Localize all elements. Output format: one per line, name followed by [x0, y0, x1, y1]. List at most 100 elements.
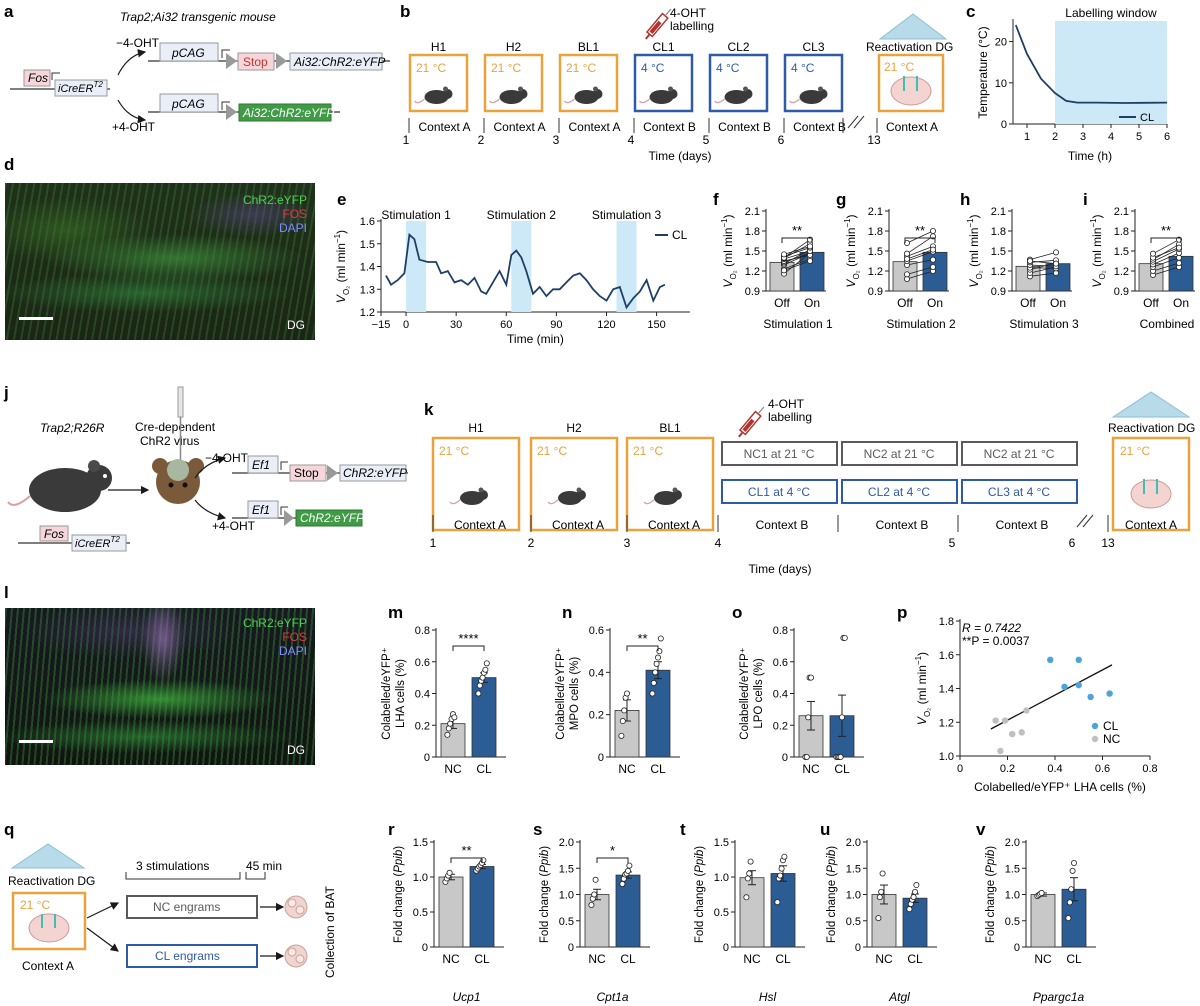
panel-letter-a: a	[4, 2, 14, 21]
chart-v-bar-0	[1030, 894, 1056, 948]
panel-b-box-3-context: Context B	[643, 120, 696, 134]
panel-k-warm-1-context: Context A	[552, 518, 604, 532]
chart-r-bar-0	[438, 876, 464, 948]
chart-g-pair-line-6	[906, 236, 934, 254]
chart-p-point-cl-5	[1106, 690, 1113, 697]
chart-g-sig-label: **	[915, 223, 925, 238]
chart-g-pair-on-1	[930, 263, 937, 270]
chart-m-sig-label: ****	[458, 631, 478, 646]
panel-b-break-2	[853, 115, 865, 129]
chart-e-stim-label-0: Stimulation 1	[381, 208, 451, 222]
chart-s-point-0-3	[592, 876, 599, 883]
chart-o-ytick-label-1: 0.2	[773, 720, 788, 732]
chart-i-pair-off-7	[1150, 250, 1157, 257]
panel-k-break-1	[1076, 514, 1088, 528]
chart-t-category-0: NC	[743, 952, 761, 966]
chart-u-ytick-label-0: 0	[855, 942, 861, 954]
micrograph-l-channel-eyfp: ChR2:eYFP	[242, 616, 307, 630]
panel-k-nc-box-1	[841, 441, 958, 466]
panel-letter-p: p	[897, 603, 907, 622]
chart-u-point-1-3	[910, 894, 917, 901]
chart-v-ytick-label-3: 1.5	[1005, 863, 1020, 875]
chart-f-ytick-label-3: 1.8	[745, 226, 760, 238]
chart-g-ytick-label-1: 1.2	[868, 266, 883, 278]
chart-g-pair-on-2	[930, 256, 937, 263]
chart-s-gene-label: Cpt1a	[596, 990, 628, 1004]
panel-b-box-1-mouse-icon-tail	[489, 98, 500, 104]
chart-e-xtick-label-3: 60	[500, 319, 512, 331]
micrograph-d-region: DG	[287, 318, 305, 332]
panel-b-box-2-temp: 21 °C	[566, 61, 596, 75]
chart-p-ytick-label-1: 1.2	[939, 717, 954, 729]
chart-g-ylabel-close: )	[844, 214, 858, 218]
chart-c-ylabel: Temperature (°C)	[976, 26, 990, 118]
panel-j-syringe-icon	[177, 386, 184, 460]
chart-m-ylabel-2: LHA cells (%)	[395, 659, 407, 728]
panel-q-nc-label: NC engrams	[153, 900, 220, 914]
chart-f-pair-off-10	[781, 267, 788, 274]
panel-k-warm-0-mouse-icon-ear	[478, 487, 484, 493]
chart-e-stim-shade-2	[616, 221, 637, 312]
chart-p-fit-line	[990, 664, 1113, 730]
panel-b-box-4-temp: 4 °C	[716, 61, 740, 75]
panel-b-box-2-mouse-icon-body	[574, 90, 599, 104]
chart-i-xlabel: Combined	[1140, 317, 1195, 331]
chart-u-ylabel-post: )	[826, 846, 838, 850]
chart-s: 0 0.5 1.0 1.5 2.0 NC CL * Cpt1a Fold change (Ppib…	[539, 837, 650, 1004]
chart-v-ylabel: Fold change (Ppib)	[985, 846, 997, 943]
chart-p-point-nc-5	[1023, 707, 1030, 714]
chart-v-point-1-2	[1068, 886, 1075, 893]
chart-i: 0.9 1.2 1.5 1.8 2.1 Off On ** Combined VO₂ (ml mi…	[1089, 206, 1195, 331]
chart-u: 0 0.5 1.0 1.5 2.0 NC CL Atgl Fold change (Ppib)	[826, 837, 937, 1004]
chart-g-pair-off-5	[904, 255, 911, 262]
panel-b-box-3-name: CL1	[652, 40, 674, 54]
panel-k-pair-0-context: Context B	[756, 518, 809, 532]
chart-n-point-1-0	[649, 690, 656, 697]
panel-q-reactivation-label: Reactivation DG	[8, 874, 95, 888]
chart-p-point-cl-0	[1047, 656, 1054, 664]
chart-n-ylabel-1: Colabelled/eYFP⁺	[555, 647, 567, 739]
chart-i-pair-line-1	[1152, 262, 1180, 272]
chart-h-pair-line-3	[1029, 267, 1057, 269]
panel-k-syringe-icon-needle	[757, 406, 765, 415]
chart-s-point-0-0	[588, 902, 595, 909]
panel-b-box-0-mouse-icon-head	[442, 89, 453, 99]
chart-h-pair-line-7	[1029, 260, 1057, 265]
chart-s-ylabel-post: )	[539, 846, 551, 850]
panel-j-arrow-down	[194, 499, 227, 521]
panel-k-nc-box-1-label: NC2 at 21 °C	[864, 447, 935, 461]
panel-a-construct-1-label: Ai32:ChR2:eYFP	[293, 55, 385, 69]
chart-i-ylabel-sub: O₂	[1098, 270, 1107, 279]
chart-u-point-1-4	[912, 888, 919, 895]
chart-t-category-1: CL	[775, 952, 791, 966]
chart-v-point-0-3	[1038, 889, 1045, 896]
chart-r-bar-1	[469, 866, 495, 948]
panel-j-ef1-label-2: Ef1	[252, 503, 270, 517]
chart-c: 0 10 20 1 2 3 4 5 6 Labelling window CL Time (h) Tem…	[976, 6, 1170, 163]
panel-q-bat-icon-2	[284, 944, 308, 968]
panel-q-arrow-down	[86, 927, 119, 952]
chart-u-ylabel-gene: Ppib	[826, 849, 838, 873]
panel-b-box-1-context: Context A	[493, 120, 545, 134]
chart-h-ytick-label-2: 1.5	[991, 246, 1006, 258]
panel-b-day-13: 13	[867, 133, 881, 147]
panel-b-box-0-mouse-icon-tail	[414, 98, 425, 104]
chart-o-point-1-4	[839, 714, 846, 721]
chart-t-bar-1	[770, 873, 796, 948]
chart-c-ytick-label-1: 10	[995, 78, 1007, 90]
panel-a-pcag-label-1: pCAG	[171, 46, 205, 60]
panel-k-pair-2-context: Context B	[996, 518, 1049, 532]
chart-g-pair-on-7	[930, 227, 937, 234]
panel-q-collection-label: Collection of BAT	[323, 886, 337, 978]
panel-b-box-5-mouse-icon-body	[799, 90, 824, 104]
panel-b-box-3-mouse-icon-ear	[668, 86, 673, 92]
chart-m-ytick-label-4: 0.8	[415, 625, 430, 637]
chart-s-ytick-label-4: 2.0	[559, 837, 574, 849]
panel-k-nc-box-2	[961, 441, 1078, 466]
chart-n-sig-bracket	[626, 645, 659, 651]
chart-s-ytick-label-0: 0	[568, 942, 574, 954]
panel-b: H1 21 °C Context A 1 H2 21 °C Context A 2 BL1 21 …	[403, 6, 954, 163]
chart-i-ylabel-unit: (ml min	[1090, 228, 1104, 271]
panel-k-syringe-icon	[738, 406, 765, 438]
chart-e-ylabel-close: )	[334, 230, 348, 234]
